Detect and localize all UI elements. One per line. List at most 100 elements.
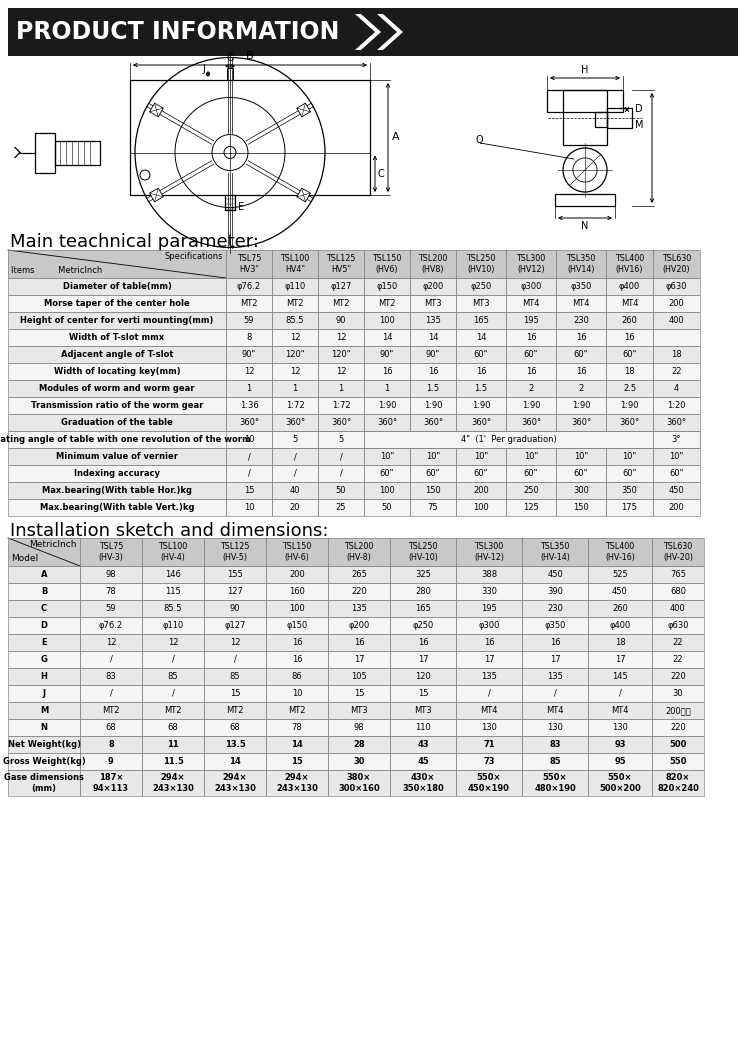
Bar <box>328 566 390 583</box>
Polygon shape <box>297 103 310 117</box>
Bar <box>272 431 318 448</box>
Text: 450: 450 <box>612 587 628 596</box>
Bar <box>606 448 653 465</box>
Bar <box>410 250 456 278</box>
Text: 10": 10" <box>474 452 488 461</box>
Bar <box>390 719 456 736</box>
Bar <box>588 634 652 651</box>
Bar <box>318 250 364 278</box>
Bar <box>272 312 318 329</box>
Bar <box>8 312 226 329</box>
Text: MetricInch: MetricInch <box>29 540 77 549</box>
Text: 550×
450×190: 550× 450×190 <box>468 773 510 793</box>
Bar <box>522 668 588 686</box>
Bar <box>226 250 272 278</box>
Bar <box>456 702 522 719</box>
Bar <box>8 600 80 617</box>
Bar <box>588 770 652 796</box>
Text: 135: 135 <box>351 604 367 613</box>
Bar <box>556 278 606 295</box>
Text: 60": 60" <box>669 469 684 478</box>
Bar <box>364 414 410 431</box>
Text: MT2: MT2 <box>288 706 306 715</box>
Bar <box>80 634 142 651</box>
Bar <box>456 617 522 634</box>
Bar <box>226 500 272 516</box>
Bar <box>328 634 390 651</box>
Bar <box>588 600 652 617</box>
Bar <box>456 668 522 686</box>
Bar <box>652 600 704 617</box>
Bar <box>318 250 364 278</box>
Bar <box>606 448 653 465</box>
Bar <box>522 617 588 634</box>
Bar <box>272 448 318 465</box>
Bar <box>456 651 522 668</box>
Text: TSL75
HV3": TSL75 HV3" <box>237 254 261 274</box>
Text: Gase dimensions
(mm): Gase dimensions (mm) <box>4 773 84 793</box>
Bar <box>653 500 700 516</box>
Bar <box>266 668 328 686</box>
Text: 360°: 360° <box>571 418 591 427</box>
Bar <box>588 736 652 753</box>
Bar <box>390 651 456 668</box>
Bar <box>588 566 652 583</box>
Bar <box>8 500 226 516</box>
Text: 280: 280 <box>415 587 431 596</box>
Bar <box>653 295 700 312</box>
Bar <box>142 583 204 600</box>
Polygon shape <box>355 14 381 50</box>
Text: 230: 230 <box>573 316 589 325</box>
Bar <box>390 538 456 566</box>
Bar <box>80 566 142 583</box>
Bar <box>142 719 204 736</box>
Text: C: C <box>377 168 384 179</box>
Text: TSL200
(HV-8): TSL200 (HV-8) <box>344 542 374 562</box>
Bar <box>364 500 410 516</box>
Bar <box>653 295 700 312</box>
Text: 16: 16 <box>354 638 364 647</box>
Bar <box>456 583 522 600</box>
Bar <box>588 634 652 651</box>
Text: 10": 10" <box>524 452 538 461</box>
Bar <box>390 617 456 634</box>
Text: 360°: 360° <box>285 418 305 427</box>
Text: 68: 68 <box>168 723 178 732</box>
Bar <box>272 380 318 397</box>
Text: Adjacent angle of T-slot: Adjacent angle of T-slot <box>61 350 173 359</box>
Text: N: N <box>581 220 589 231</box>
Text: 50: 50 <box>382 503 392 512</box>
Bar <box>556 500 606 516</box>
Bar <box>653 465 700 482</box>
Bar <box>456 651 522 668</box>
Bar <box>8 702 80 719</box>
Bar <box>506 363 556 380</box>
Bar <box>456 634 522 651</box>
Text: /: / <box>340 452 343 461</box>
Text: φ630: φ630 <box>668 621 688 630</box>
Bar <box>266 617 328 634</box>
Bar <box>456 566 522 583</box>
Bar <box>506 329 556 346</box>
Bar <box>142 634 204 651</box>
Bar <box>556 312 606 329</box>
Bar <box>272 482 318 500</box>
Text: A: A <box>40 570 47 579</box>
Text: 400: 400 <box>669 316 684 325</box>
Bar <box>522 702 588 719</box>
Bar <box>652 686 704 702</box>
Text: 10": 10" <box>426 452 440 461</box>
Bar <box>8 414 226 431</box>
Text: Max.bearing(With table Hor.)kg: Max.bearing(With table Hor.)kg <box>42 486 192 495</box>
Text: φ76.2: φ76.2 <box>237 282 261 291</box>
Bar <box>653 482 700 500</box>
Bar <box>456 600 522 617</box>
Bar <box>456 686 522 702</box>
Bar <box>390 668 456 686</box>
Text: 43: 43 <box>417 740 429 749</box>
Bar <box>8 363 226 380</box>
Text: 125: 125 <box>524 503 538 512</box>
Text: Model: Model <box>11 554 38 563</box>
Bar <box>456 250 506 278</box>
Text: 90": 90" <box>426 350 440 359</box>
